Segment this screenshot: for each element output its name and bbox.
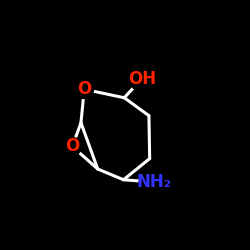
Text: OH: OH (128, 70, 156, 87)
Text: NH₂: NH₂ (136, 173, 172, 191)
Text: O: O (77, 80, 91, 98)
Text: O: O (65, 138, 80, 156)
